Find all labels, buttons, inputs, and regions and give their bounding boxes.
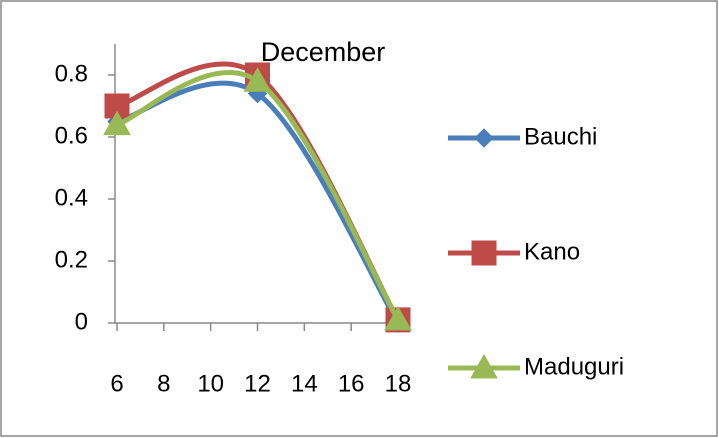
legend-label: Bauchi	[524, 123, 597, 150]
x-tick-label: 8	[157, 370, 170, 397]
x-tick-label: 10	[197, 370, 224, 397]
marker	[384, 305, 412, 331]
x-tick-label: 16	[338, 370, 365, 397]
chart-title: December	[261, 37, 386, 67]
legend-marker	[474, 128, 494, 148]
y-tick-label: 0.2	[55, 246, 88, 273]
legend-marker	[471, 240, 497, 266]
x-tick-label: 14	[291, 370, 318, 397]
y-tick-label: 0.8	[55, 60, 88, 87]
x-tick-label: 12	[244, 370, 271, 397]
legend-marker	[470, 353, 498, 379]
y-tick-label: 0.4	[55, 184, 88, 211]
marker	[243, 67, 272, 92]
marker	[103, 110, 131, 136]
legend-label: Kano	[524, 238, 580, 265]
y-tick-label: 0	[75, 308, 88, 335]
legend-label: Maduguri	[524, 353, 624, 380]
y-tick-label: 0.6	[55, 122, 88, 149]
x-tick-label: 18	[385, 370, 412, 397]
x-tick-label: 6	[110, 370, 123, 397]
